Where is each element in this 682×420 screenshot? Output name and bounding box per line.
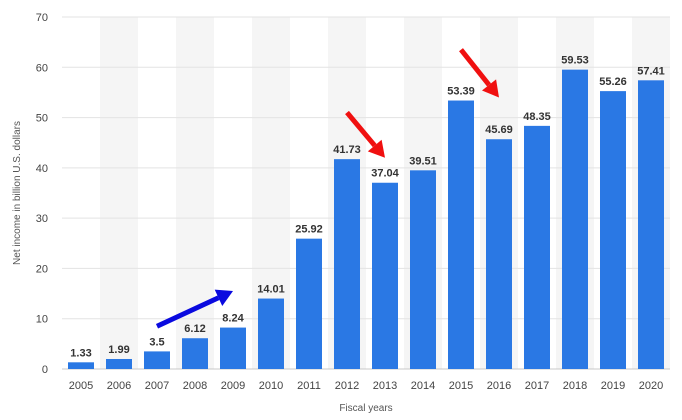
bar	[334, 159, 360, 369]
y-tick-label: 20	[36, 263, 48, 275]
bar	[220, 327, 246, 369]
bar	[524, 125, 550, 370]
y-tick-label: 40	[36, 163, 48, 175]
bars	[68, 69, 664, 370]
bar	[258, 298, 284, 369]
y-tick-label: 70	[36, 12, 48, 24]
arrow-head	[481, 79, 499, 98]
bar	[296, 238, 322, 369]
bar	[638, 80, 664, 369]
x-tick-label: 2015	[449, 380, 473, 392]
y-tick-label: 60	[36, 62, 48, 74]
annotation-arrow	[459, 48, 499, 98]
y-tick-label: 30	[36, 213, 48, 225]
data-label: 6.12	[184, 323, 205, 335]
data-label: 8.24	[222, 313, 244, 325]
x-tick-label: 2012	[335, 380, 359, 392]
data-label: 3.5	[149, 336, 164, 348]
x-axis-ticks: 2005 2006 2007 2008 2009 2010 2011 2012 2013 2014…	[69, 380, 663, 392]
x-tick-label: 2011	[297, 380, 321, 392]
bar	[410, 170, 436, 369]
arrow-shaft	[155, 295, 220, 329]
data-label: 41.73	[333, 144, 361, 156]
data-label: 1.33	[70, 347, 91, 359]
x-tick-label: 2020	[639, 380, 663, 392]
annotation-arrow	[155, 289, 233, 329]
bar	[144, 351, 170, 369]
annotation-arrows	[155, 48, 499, 329]
data-label: 1.99	[108, 344, 129, 356]
y-tick-label: 10	[36, 314, 48, 326]
data-labels: 1.33 1.99 3.5 6.12 8.24 14.01 25.92 41.73 37.04 3…	[70, 55, 664, 360]
x-tick-label: 2008	[183, 380, 207, 392]
y-axis-ticks: 0 10 20 30 40 50 60 70	[36, 12, 48, 376]
column-band	[100, 17, 138, 369]
data-label: 25.92	[295, 224, 323, 236]
arrow-shaft	[459, 48, 491, 87]
data-label: 48.35	[523, 111, 551, 123]
arrow-shaft	[345, 110, 377, 148]
bar	[182, 338, 208, 369]
x-tick-label: 2013	[373, 380, 397, 392]
data-label: 57.41	[637, 65, 665, 77]
arrow-head	[214, 289, 233, 306]
y-tick-label: 50	[36, 113, 48, 125]
x-tick-label: 2010	[259, 380, 283, 392]
bar	[562, 69, 588, 369]
data-label: 39.51	[409, 155, 437, 167]
x-tick-label: 2005	[69, 380, 93, 392]
x-tick-label: 2007	[145, 380, 169, 392]
y-tick-label: 0	[42, 364, 48, 376]
x-tick-label: 2017	[525, 380, 549, 392]
bar	[68, 362, 94, 369]
y-axis-title: Net income in billion U.S. dollars	[12, 121, 23, 265]
bar	[106, 358, 132, 369]
x-tick-label: 2016	[487, 380, 511, 392]
bar	[486, 139, 512, 369]
x-tick-label: 2009	[221, 380, 245, 392]
x-tick-label: 2014	[411, 380, 435, 392]
x-tick-label: 2018	[563, 380, 587, 392]
data-label: 37.04	[371, 168, 399, 180]
data-label: 14.01	[257, 284, 285, 296]
bar	[372, 182, 398, 369]
data-label: 59.53	[561, 55, 589, 67]
x-tick-label: 2019	[601, 380, 625, 392]
bar	[448, 100, 474, 370]
bar	[600, 91, 626, 369]
data-label: 45.69	[485, 124, 513, 136]
data-label: 53.39	[447, 86, 475, 98]
annotation-arrow	[345, 110, 385, 158]
data-label: 55.26	[599, 76, 627, 88]
arrow-head	[367, 139, 385, 158]
x-tick-label: 2006	[107, 380, 131, 392]
x-axis-title: Fiscal years	[339, 403, 392, 414]
